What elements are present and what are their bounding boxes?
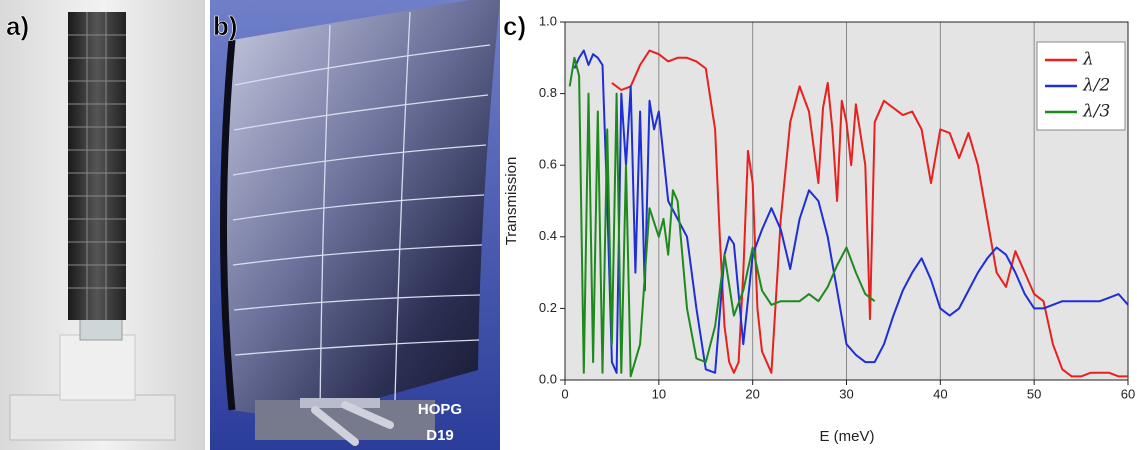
y-tick-label: 0.2 [539,300,557,315]
photo-label: D19 [426,427,454,444]
y-tick-label: 0.6 [539,157,557,172]
series-line [573,49,1129,374]
y-tick-label: 0.4 [539,228,557,243]
x-tick-label: 30 [839,386,853,401]
x-tick-label: 20 [745,386,759,401]
y-tick-label: 1.0 [539,13,557,28]
y-tick-label: 0.8 [539,85,557,100]
panel-label: a) [6,11,29,41]
x-tick-label: 0 [561,386,568,401]
y-tick-label: 0.0 [539,371,557,386]
series-line [568,56,876,378]
panel-label: b) [213,11,238,41]
legend-label: λ [1082,50,1094,70]
photo-b [210,0,500,450]
chart: 0 10 20 30 40 50 60 0.0 0.2 0.4 0.6 0.8 1.0 λ λ/2 λ/3 [539,13,1135,401]
plot-frame [564,21,1129,381]
x-tick-label: 50 [1027,386,1041,401]
photo-a [0,0,205,450]
photo-label: HOPG [418,401,462,418]
legend-label: λ/3 [1082,102,1110,122]
x-tick-label: 60 [1121,386,1135,401]
x-tick-label: 40 [933,386,947,401]
legend-label: λ/2 [1082,76,1110,96]
series-line [611,49,1128,378]
x-tick-label: 10 [652,386,666,401]
y-axis-label: Transmission [503,157,520,246]
panel-label: c) [503,11,526,41]
x-axis-label: E (meV) [819,428,874,445]
